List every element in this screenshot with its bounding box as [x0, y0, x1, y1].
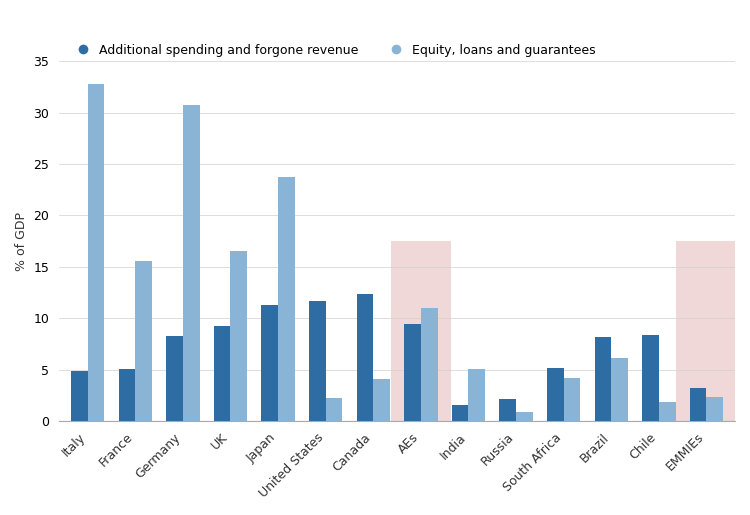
Bar	[516, 412, 532, 421]
Bar	[469, 369, 485, 421]
Bar	[71, 371, 88, 421]
Bar	[547, 368, 564, 421]
Bar	[642, 335, 658, 421]
Legend: Additional spending and forgone revenue, Equity, loans and guarantees: Additional spending and forgone revenue,…	[65, 39, 601, 61]
Bar	[500, 400, 516, 421]
Bar	[326, 399, 342, 421]
Bar	[421, 308, 437, 421]
Bar	[564, 378, 580, 421]
Bar	[658, 402, 676, 421]
Bar	[278, 177, 295, 421]
Bar	[118, 369, 135, 421]
Bar	[214, 327, 230, 421]
Bar	[262, 305, 278, 421]
Bar	[230, 251, 248, 421]
Bar	[706, 398, 723, 421]
Bar	[676, 241, 736, 421]
Bar	[452, 405, 469, 421]
Bar	[356, 294, 374, 421]
Bar	[611, 358, 628, 421]
Bar	[404, 324, 421, 421]
Bar	[309, 301, 326, 421]
Y-axis label: % of GDP: % of GDP	[15, 212, 28, 270]
Bar	[391, 241, 451, 421]
Bar	[88, 84, 104, 421]
Bar	[595, 337, 611, 421]
Bar	[183, 105, 200, 421]
Bar	[166, 336, 183, 421]
Bar	[374, 379, 390, 421]
Bar	[690, 388, 706, 421]
Bar	[135, 261, 152, 421]
